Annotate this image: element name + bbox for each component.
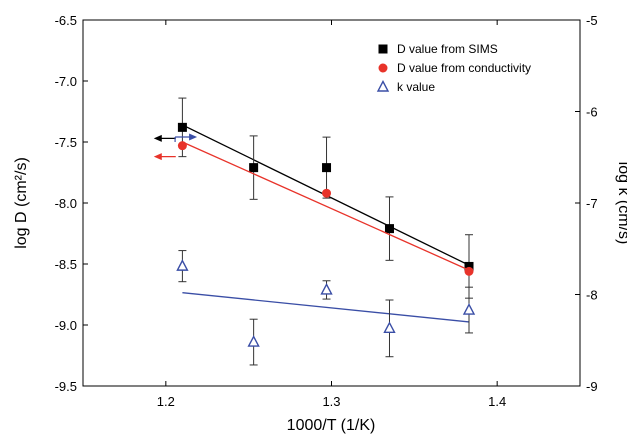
y-left-tick-label: -9.5 — [55, 379, 77, 394]
data-point — [176, 259, 189, 271]
y-right-tick-label: -8 — [586, 288, 598, 303]
data-point — [320, 282, 333, 295]
legend-marker — [378, 63, 388, 73]
axis-indicator-arrow-head — [189, 133, 198, 141]
y-left-tick-label: -8.0 — [55, 196, 77, 211]
axis-indicator-arrow — [153, 153, 176, 161]
data-point — [177, 141, 187, 151]
legend-item-3: k value — [376, 79, 435, 94]
fit-line — [182, 141, 470, 271]
legend-label: k value — [397, 80, 435, 94]
data-point — [247, 335, 260, 347]
axis-indicator-arrow-head — [153, 153, 162, 161]
series-3 — [176, 250, 476, 366]
series-2 — [177, 141, 474, 276]
data-point — [249, 163, 259, 173]
legend-marker — [378, 44, 388, 54]
y-left-tick-label: -8.5 — [55, 257, 77, 272]
axis-indicator-arrow-head — [153, 134, 162, 142]
x-tick-label: 1.2 — [157, 394, 175, 409]
plot-marks — [153, 97, 476, 366]
y-right-tick-label: -7 — [586, 196, 598, 211]
axis-indicator-arrow — [174, 133, 198, 142]
data-point — [384, 224, 394, 234]
legend-item-2: D value from conductivity — [378, 61, 531, 75]
data-point — [322, 163, 332, 173]
data-point — [464, 266, 474, 276]
y-left-tick-label: -7.5 — [55, 135, 77, 150]
y-right-tick-label: -6 — [586, 105, 598, 120]
y-left-axis-label: log D (cm²/s) — [13, 157, 30, 249]
y-left-tick-label: -6.5 — [55, 13, 77, 28]
axis-ticks: 1.2 1.3 1.4 -6.5 -7.0 -7.5 -8.0 -8.5 -9.0 -9.5 -5 -… — [55, 13, 598, 409]
y-left-tick-label: -9.0 — [55, 318, 77, 333]
data-point — [177, 122, 187, 132]
data-point — [322, 188, 332, 198]
y-right-axis-label: log k (cm/s) — [615, 162, 627, 245]
data-point — [462, 303, 476, 315]
x-axis-label: 1000/T (1/K) — [287, 417, 376, 434]
data-point — [383, 321, 396, 334]
y-left-tick-label: -7.0 — [55, 74, 77, 89]
fit-line — [182, 292, 470, 323]
y-right-tick-label: -9 — [586, 379, 598, 394]
axis-indicator-arrow — [153, 134, 176, 142]
legend: D value from SIMS D value from conductivi… — [376, 42, 531, 94]
y-right-tick-label: -5 — [586, 13, 598, 28]
x-tick-label: 1.4 — [488, 394, 506, 409]
legend-label: D value from SIMS — [397, 42, 498, 56]
legend-label: D value from conductivity — [397, 61, 531, 75]
x-tick-label: 1.3 — [322, 394, 340, 409]
legend-marker — [376, 79, 390, 92]
data-point — [464, 261, 474, 271]
legend-item-1: D value from SIMS — [378, 42, 498, 56]
